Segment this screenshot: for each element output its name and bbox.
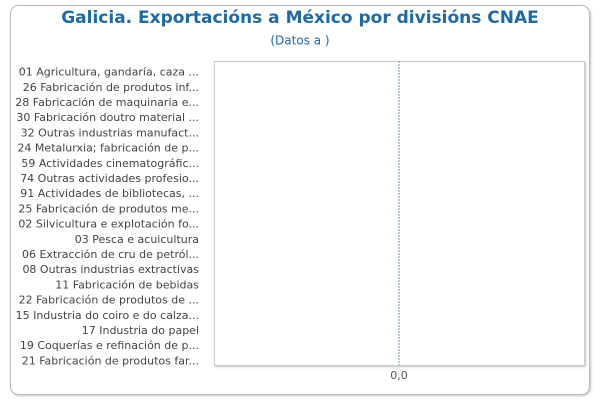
y-tick-label: 11 Fabricación de bebidas <box>55 278 199 291</box>
chart-subtitle: (Datos a ) <box>270 34 329 48</box>
y-tick-label: 15 Industria do coiro e do calza... <box>16 309 199 322</box>
chart-title: Galicia. Exportacións a México por divis… <box>61 8 539 28</box>
y-tick-label: 19 Coquerías e refinación de p... <box>20 339 199 352</box>
y-tick-label: 25 Fabricación de produtos me... <box>18 202 199 215</box>
y-tick-label: 91 Actividades de bibliotecas, ... <box>20 187 199 200</box>
y-tick-label: 30 Fabricación doutro material ... <box>16 111 199 124</box>
y-tick-label: 22 Fabricación de produtos de ... <box>19 294 199 307</box>
y-tick-label: 17 Industria do papel <box>82 324 199 337</box>
x-tick-label: 0,0 <box>390 369 408 382</box>
y-tick-label: 59 Actividades cinematográfic... <box>21 157 199 170</box>
y-tick-label: 26 Fabricación de produtos inf... <box>23 81 199 94</box>
y-tick-label: 32 Outras industrias manufact... <box>21 126 199 139</box>
y-tick-label: 21 Fabricación de produtos far... <box>22 354 199 367</box>
y-tick-label: 01 Agricultura, gandaría, caza ... <box>19 66 199 79</box>
y-tick-label: 06 Extracción de cru de petról... <box>22 248 199 261</box>
y-tick-label: 24 Metalurxia; fabricación de p... <box>17 142 199 155</box>
y-tick-label: 74 Outras actividades profesio... <box>20 172 199 185</box>
y-tick-label: 08 Outras industrias extractivas <box>22 263 199 276</box>
y-tick-label: 02 Silvicultura e explotación fo... <box>18 218 199 231</box>
y-tick-label: 03 Pesca e acuicultura <box>75 233 199 246</box>
y-tick-label: 28 Fabricación de maquinaria e... <box>15 96 199 109</box>
